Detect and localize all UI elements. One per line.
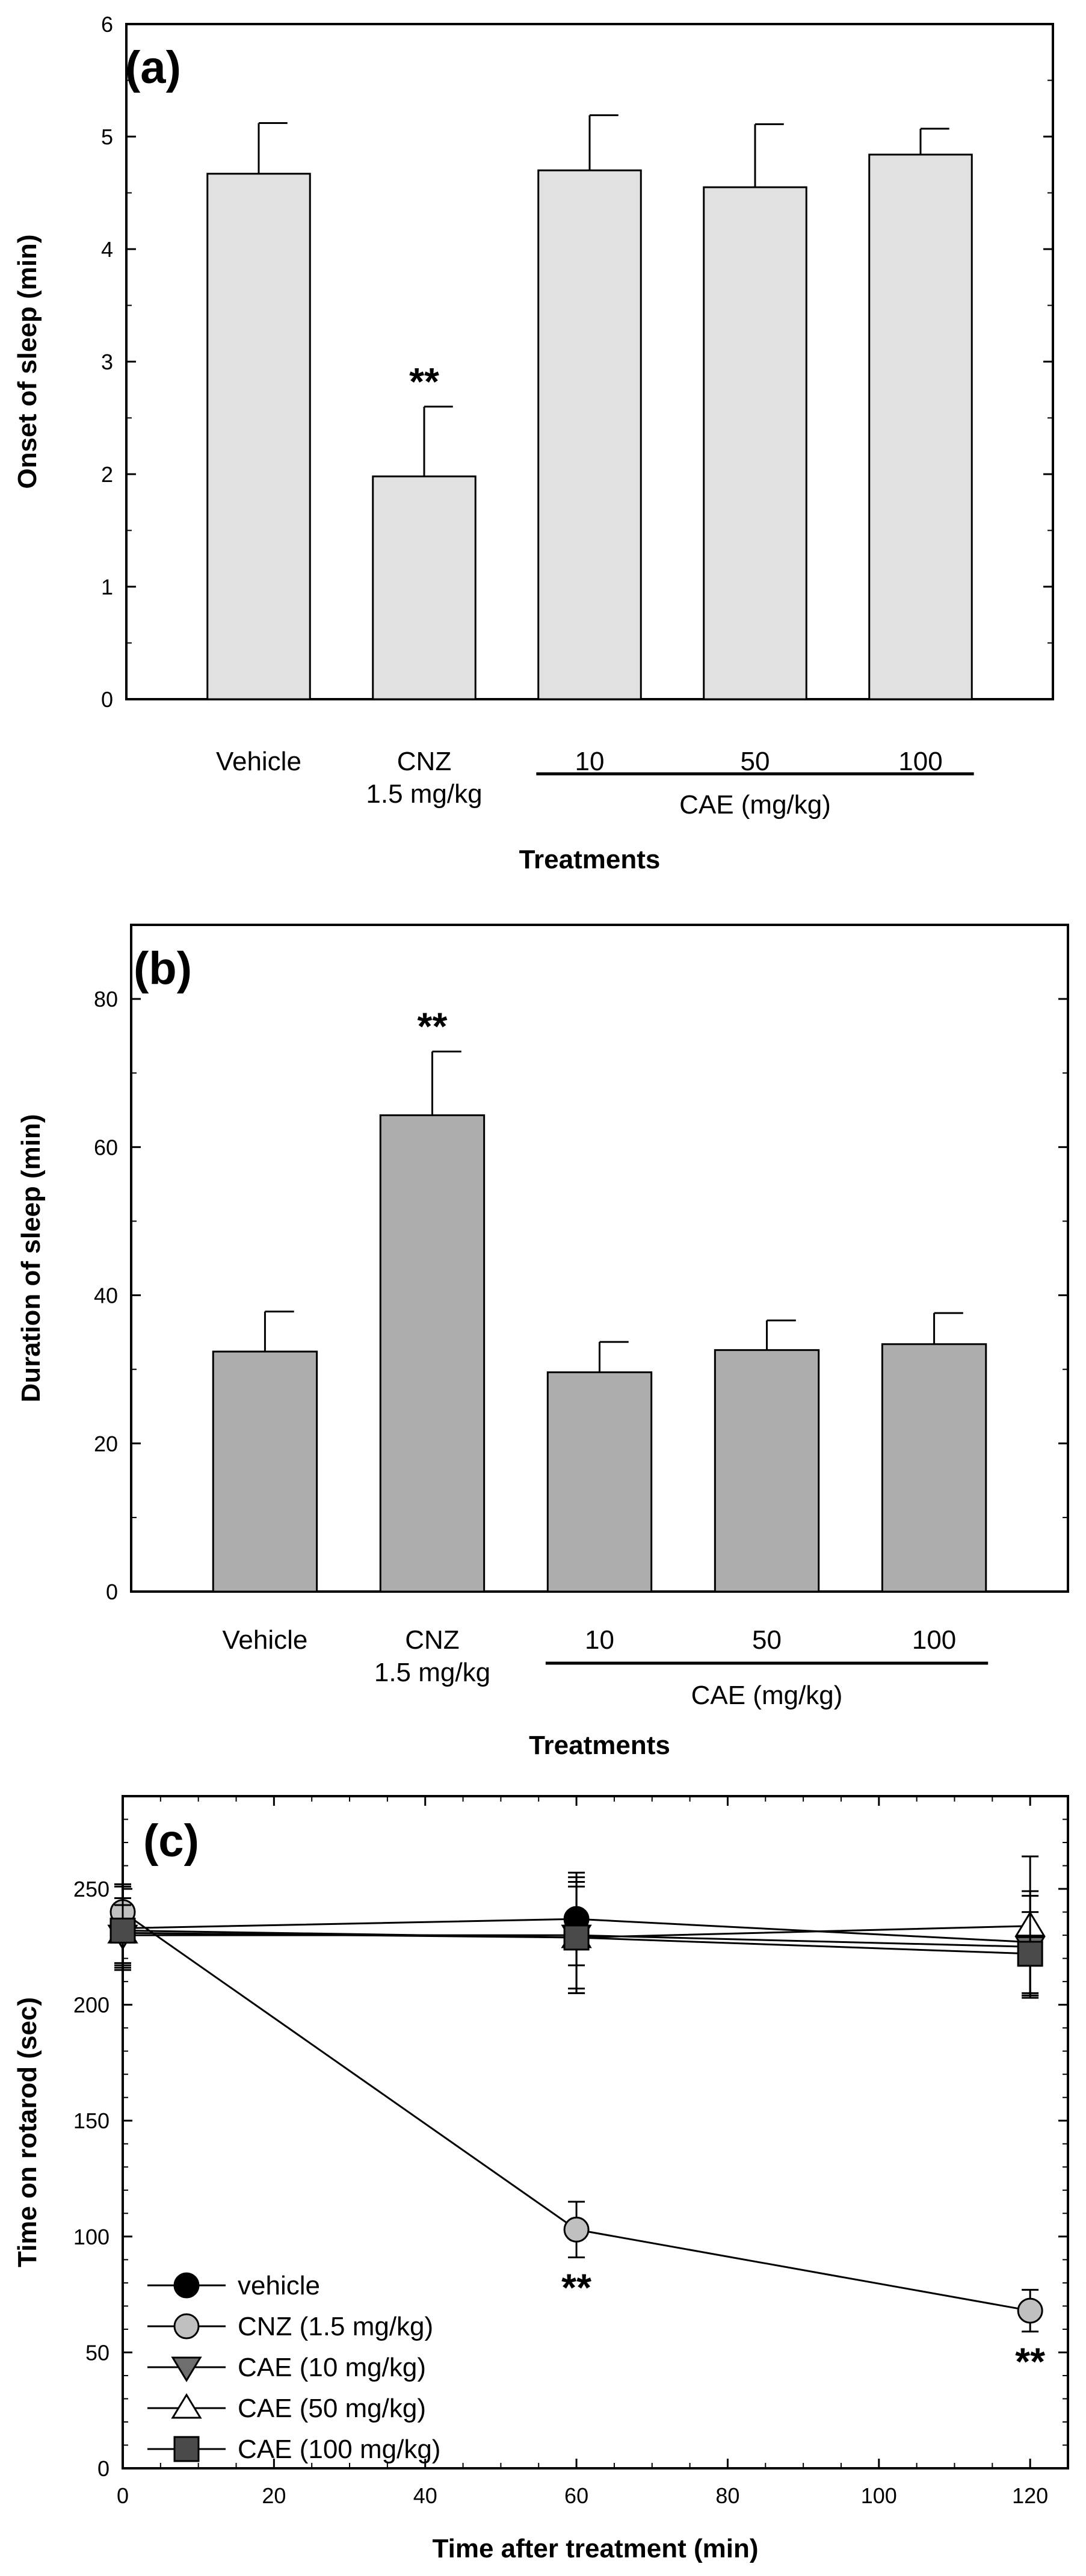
x-category-label: 10 <box>575 747 605 776</box>
bar <box>714 1349 820 1593</box>
y-tick-label: 150 <box>73 2108 110 2133</box>
x-axis-title: Treatments <box>519 845 661 874</box>
x-category-label: CNZ 1.5 mg/kg <box>366 747 482 809</box>
x-axis-title: Time after treatment (min) <box>433 2534 759 2563</box>
x-category-label-line: 1.5 mg/kg <box>374 1658 490 1687</box>
bar-chart-panel-a: 0 1 2 3 4 5 6 Vehicle ** CNZ 1.5 mg/kg 10 50 100 CAE (… <box>13 12 1054 874</box>
data-point-circle <box>173 2272 200 2299</box>
line-chart-panel-c: 0 50 100 150 200 250 0 20 40 60 80 100 120 ** ** vehicl… <box>13 1795 1069 2563</box>
significance-marker: ** <box>418 1005 448 1048</box>
panel-label: (c) <box>143 1815 199 1867</box>
legend-label: vehicle <box>238 2271 320 2300</box>
y-tick-label: 60 <box>94 1135 118 1160</box>
x-tick-label: 100 <box>861 2483 897 2508</box>
x-category-label-line: 50 <box>741 747 770 776</box>
x-category-label-line: Vehicle <box>216 747 301 776</box>
group-label: CAE (mg/kg) <box>691 1681 843 1710</box>
x-category-label-line: 100 <box>898 747 942 776</box>
data-point-triangle-down <box>171 2356 202 2382</box>
y-tick-label: 100 <box>73 2225 110 2249</box>
y-tick-label: 0 <box>97 2456 110 2481</box>
y-tick-label: 6 <box>101 12 113 37</box>
x-tick-label: 40 <box>413 2483 437 2508</box>
significance-marker: ** <box>561 2266 591 2309</box>
series-1: ** ** <box>110 1883 1045 2383</box>
x-axis-title: Treatments <box>529 1731 670 1760</box>
x-category-label: Vehicle <box>216 747 301 776</box>
data-point-triangle-up <box>171 2393 202 2419</box>
x-category-label-line: 10 <box>585 1625 614 1655</box>
panel-label: (b) <box>134 943 192 994</box>
bar <box>206 173 311 700</box>
y-axis-title: Onset of sleep (min) <box>13 235 42 489</box>
x-category-label-line: 10 <box>575 747 605 776</box>
data-point-square <box>1017 1941 1043 1967</box>
bar <box>372 475 477 700</box>
y-tick-label: 20 <box>94 1432 118 1456</box>
y-tick-label: 2 <box>101 462 113 487</box>
y-tick-label: 5 <box>101 125 113 149</box>
group-label: CAE (mg/kg) <box>679 790 831 820</box>
y-tick-label: 250 <box>73 1877 110 1901</box>
legend-label: CAE (10 mg/kg) <box>238 2353 426 2382</box>
bar <box>546 1371 653 1593</box>
significance-marker: ** <box>1015 2340 1045 2383</box>
x-category-label-line: 50 <box>752 1625 782 1655</box>
x-category-label: 100 <box>912 1625 956 1655</box>
bar <box>868 153 973 700</box>
x-tick-label: 20 <box>262 2483 286 2508</box>
data-point-circle <box>1017 2297 1043 2324</box>
legend: vehicle CNZ (1.5 mg/kg) CAE (10 mg/kg) CAE … <box>147 2271 440 2464</box>
data-point-circle <box>563 2216 590 2243</box>
plot-frame <box>122 1795 1069 2469</box>
legend-label: CAE (50 mg/kg) <box>238 2394 426 2423</box>
y-axis-title: Time on rotarod (sec) <box>13 1997 42 2267</box>
y-tick-label: 1 <box>101 575 113 599</box>
bar <box>212 1350 318 1593</box>
data-point-square <box>173 2436 200 2462</box>
x-category-label-line: Vehicle <box>222 1625 307 1655</box>
x-category-label: 100 <box>898 747 942 776</box>
data-point-square <box>563 1924 590 1951</box>
x-category-label-line: 1.5 mg/kg <box>366 779 482 809</box>
x-category-label-line: CNZ <box>397 747 451 776</box>
y-tick-label: 0 <box>101 687 113 712</box>
y-tick-label: 40 <box>94 1283 118 1308</box>
x-tick-label: 120 <box>1012 2483 1048 2508</box>
bar <box>537 169 642 700</box>
legend-label: CAE (100 mg/kg) <box>238 2435 440 2464</box>
y-axis-title: Duration of sleep (min) <box>16 1114 46 1402</box>
significance-marker: ** <box>409 360 439 403</box>
x-tick-label: 60 <box>564 2483 588 2508</box>
data-point-square <box>110 1917 136 1944</box>
x-tick-label: 0 <box>117 2483 129 2508</box>
y-tick-label: 3 <box>101 350 113 374</box>
y-tick-label: 200 <box>73 1993 110 2018</box>
legend-label: CNZ (1.5 mg/kg) <box>238 2312 433 2341</box>
x-category-label: 50 <box>741 747 770 776</box>
x-category-label: 10 <box>585 1625 614 1655</box>
x-tick-label: 80 <box>715 2483 739 2508</box>
data-point-circle <box>173 2313 200 2340</box>
bar <box>881 1343 987 1593</box>
x-category-label-line: CNZ <box>405 1625 459 1655</box>
y-tick-label: 50 <box>85 2340 110 2365</box>
x-category-label: 50 <box>752 1625 782 1655</box>
series-4 <box>110 1881 1043 1997</box>
bar <box>703 186 807 700</box>
y-tick-label: 4 <box>101 237 113 262</box>
y-tick-label: 0 <box>106 1580 118 1604</box>
bar-chart-panel-b: 0 20 40 60 80 Vehicle ** CNZ 1.5 mg/kg 10 50 100 CAE… <box>16 924 1069 1760</box>
y-tick-label: 80 <box>94 987 118 1012</box>
bar <box>379 1114 486 1593</box>
panel-label: (a) <box>125 42 181 93</box>
x-category-label-line: 100 <box>912 1625 956 1655</box>
x-category-label: CNZ 1.5 mg/kg <box>374 1625 490 1687</box>
x-category-label: Vehicle <box>222 1625 307 1655</box>
